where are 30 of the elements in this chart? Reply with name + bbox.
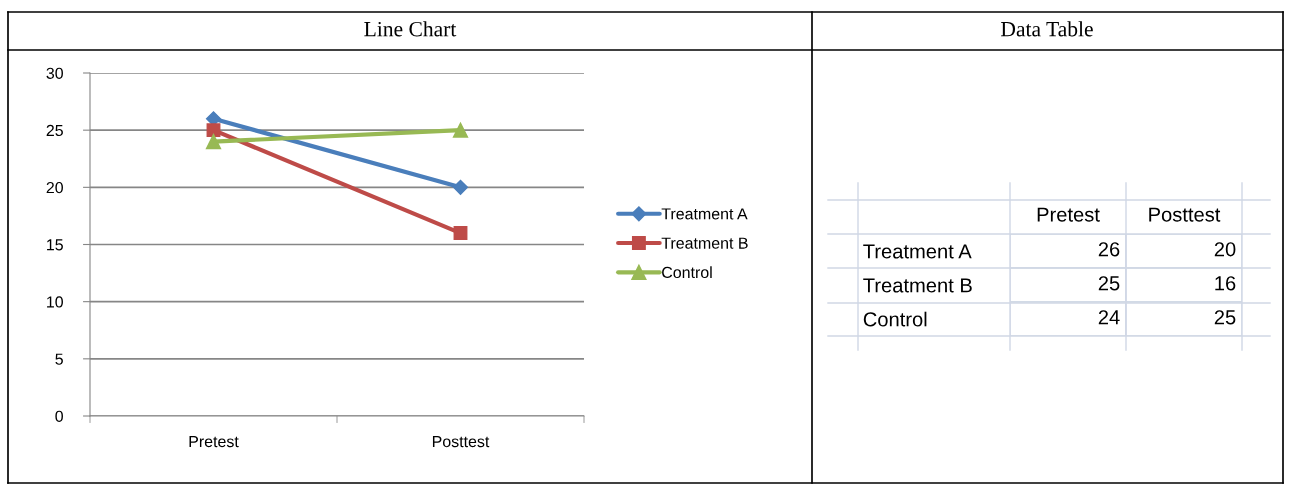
data-label: 26 xyxy=(1098,242,1120,257)
y-tick-label: 15 xyxy=(47,239,63,251)
y-tick-label: 5 xyxy=(55,353,63,365)
legend-label: Treatment A xyxy=(661,208,748,220)
chart-title: Data Table xyxy=(1001,21,1093,37)
point xyxy=(452,179,469,195)
x-tick-label: Pretest xyxy=(189,436,239,448)
x-tick-label: Posttest xyxy=(1149,207,1221,222)
data-label: 25 xyxy=(1098,276,1120,291)
y-tick-label: 20 xyxy=(46,181,63,194)
data-label: 24 xyxy=(1098,310,1120,325)
y-tick-label: Treatment B xyxy=(863,278,972,293)
y-tick-label: Control xyxy=(863,311,927,327)
data-label: 25 xyxy=(1214,310,1236,325)
point xyxy=(452,122,469,138)
point xyxy=(453,226,468,241)
point xyxy=(205,133,222,150)
legend-label: Treatment B xyxy=(661,237,748,249)
chart-title: Line Chart xyxy=(364,21,457,37)
data-label: 16 xyxy=(1215,276,1236,291)
data-label: 20 xyxy=(1214,242,1236,257)
point xyxy=(206,123,221,138)
x-tick-label: Pretest xyxy=(1037,207,1100,222)
y-tick-label: Treatment A xyxy=(863,244,972,259)
y-tick-label: 25 xyxy=(46,124,63,137)
y-tick-label: 30 xyxy=(46,67,63,79)
y-tick-label: 0 xyxy=(55,410,63,422)
y-tick-label: 10 xyxy=(47,296,63,308)
legend-label: Control xyxy=(662,266,712,279)
x-tick-label: Posttest xyxy=(432,436,490,448)
